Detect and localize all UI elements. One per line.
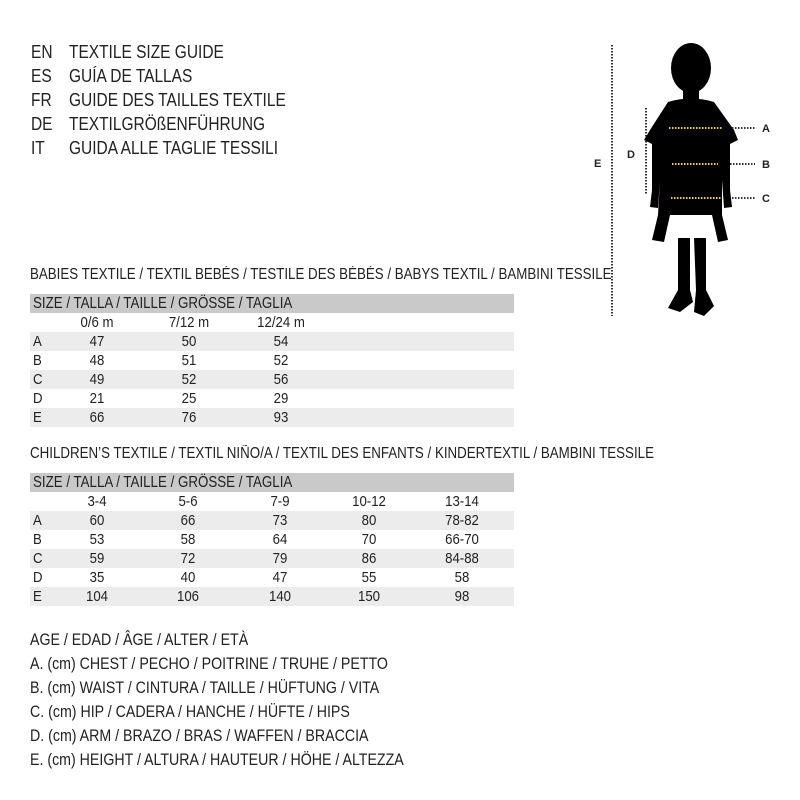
row-label: C xyxy=(33,371,43,388)
children-table-title: CHILDREN’S TEXTILE / TEXTIL NIÑO/A / TEX… xyxy=(30,445,654,462)
table-cell: 54 xyxy=(273,333,289,350)
language-title: TEXTILGRÖßENFÜHRUNG xyxy=(69,114,266,134)
table-cell: 40 xyxy=(180,569,196,586)
row-label: E xyxy=(33,409,42,426)
child-silhouette xyxy=(644,43,738,316)
table-cell: 47 xyxy=(89,333,105,350)
row-label: C xyxy=(33,550,43,567)
table-cell: 93 xyxy=(273,409,289,426)
size-header-band xyxy=(30,473,514,492)
figure-label-e: E xyxy=(594,158,601,170)
row-stripe xyxy=(30,549,514,568)
table-cell: 140 xyxy=(268,588,292,605)
legend-item: E. (cm) HEIGHT / ALTURA / HAUTEUR / HÖHE… xyxy=(30,751,404,769)
legend-item: C. (cm) HIP / CADERA / HANCHE / HÜFTE / … xyxy=(30,703,350,721)
table-cell: 64 xyxy=(272,531,288,548)
table-cell: 35 xyxy=(89,569,105,586)
table-cell: 72 xyxy=(180,550,196,567)
table-cell: 79 xyxy=(272,550,288,567)
column-header: 7-9 xyxy=(270,493,290,510)
row-stripe xyxy=(30,511,514,530)
row-label: E xyxy=(33,588,42,605)
legend-item: AGE / EDAD / ÂGE / ALTER / ETÀ xyxy=(30,631,249,649)
table-cell: 98 xyxy=(454,588,470,605)
language-title: TEXTILE SIZE GUIDE xyxy=(69,42,224,62)
row-label: D xyxy=(33,569,43,586)
table-cell: 59 xyxy=(89,550,105,567)
legend-item: D. (cm) ARM / BRAZO / BRAS / WAFFEN / BR… xyxy=(30,727,369,745)
table-cell: 106 xyxy=(176,588,200,605)
table-cell: 70 xyxy=(361,531,377,548)
table-cell: 84-88 xyxy=(445,550,479,567)
table-cell: 73 xyxy=(272,512,288,529)
table-cell: 58 xyxy=(454,569,470,586)
table-cell: 48 xyxy=(89,352,105,369)
table-cell: 29 xyxy=(273,390,289,407)
language-code: FR xyxy=(31,90,52,110)
table-cell: 104 xyxy=(85,588,109,605)
table-cell: 58 xyxy=(180,531,196,548)
column-header: 10-12 xyxy=(352,493,386,510)
language-code: DE xyxy=(31,114,53,134)
language-title: GUIDA ALLE TAGLIE TESSILI xyxy=(69,138,279,158)
table-cell: 150 xyxy=(357,588,381,605)
table-cell: 78-82 xyxy=(445,512,479,529)
table-cell: 21 xyxy=(89,390,105,407)
child-silhouette-figure: A B C D E xyxy=(594,43,770,316)
figure-label-b: B xyxy=(762,159,770,171)
measure-lines xyxy=(669,127,755,199)
column-header: 7/12 m xyxy=(168,314,210,331)
table-cell: 25 xyxy=(181,390,197,407)
column-header: 5-6 xyxy=(178,493,198,510)
figure-label-c: C xyxy=(762,193,770,205)
column-header: 12/24 m xyxy=(257,314,305,331)
table-cell: 66 xyxy=(180,512,196,529)
row-label: B xyxy=(33,531,42,548)
column-header: 0/6 m xyxy=(80,314,114,331)
row-label: D xyxy=(33,390,43,407)
table-cell: 66 xyxy=(89,409,105,426)
table-cell: 47 xyxy=(272,569,288,586)
language-code: ES xyxy=(31,66,52,86)
row-label: B xyxy=(33,352,42,369)
language-title: GUÍA DE TALLAS xyxy=(69,66,193,86)
row-label: A xyxy=(33,512,42,529)
babies-table-title: BABIES TEXTILE / TEXTIL BEBÉS / TESTILE … xyxy=(30,266,612,283)
table-cell: 56 xyxy=(273,371,289,388)
language-code: IT xyxy=(31,138,45,158)
table-cell: 55 xyxy=(361,569,377,586)
table-cell: 52 xyxy=(181,371,197,388)
row-stripe xyxy=(30,370,514,389)
table-cell: 60 xyxy=(89,512,105,529)
table-cell: 52 xyxy=(273,352,289,369)
table-cell: 86 xyxy=(361,550,377,567)
column-header: 3-4 xyxy=(87,493,107,510)
size-header: SIZE / TALLA / TAILLE / GRÖSSE / TAGLIA xyxy=(33,295,293,312)
figure-label-d: D xyxy=(627,149,635,161)
language-title: GUIDE DES TAILLES TEXTILE xyxy=(69,90,286,110)
legend-item: A. (cm) CHEST / PECHO / POITRINE / TRUHE… xyxy=(30,655,388,673)
table-cell: 66-70 xyxy=(445,531,479,548)
row-label: A xyxy=(33,333,42,350)
table-cell: 80 xyxy=(361,512,377,529)
table-cell: 51 xyxy=(181,352,197,369)
language-code: EN xyxy=(31,42,53,62)
row-stripe xyxy=(30,587,514,606)
table-cell: 76 xyxy=(181,409,197,426)
size-header: SIZE / TALLA / TAILLE / GRÖSSE / TAGLIA xyxy=(33,474,293,491)
column-header: 13-14 xyxy=(445,493,479,510)
row-stripe xyxy=(30,332,514,351)
table-cell: 49 xyxy=(89,371,105,388)
legend-item: B. (cm) WAIST / CINTURA / TAILLE / HÜFTU… xyxy=(30,679,380,697)
size-header-band xyxy=(30,294,514,313)
table-cell: 50 xyxy=(181,333,197,350)
row-stripe xyxy=(30,408,514,427)
table-cell: 53 xyxy=(89,531,105,548)
figure-label-a: A xyxy=(762,123,770,135)
